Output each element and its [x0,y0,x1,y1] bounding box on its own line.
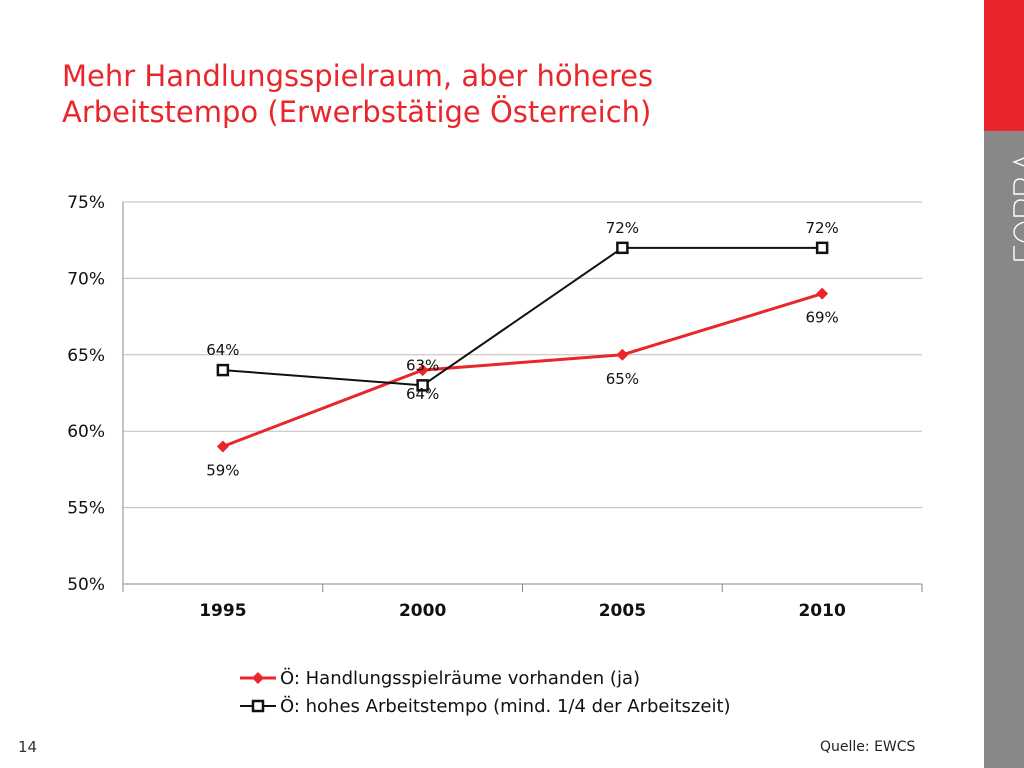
legend-entry-handlungsspielraeume: Ö: Handlungsspielräume vorhanden (ja) [240,664,731,692]
y-tick-label-1: 55% [67,499,105,519]
y-tick-label-3: 65% [67,346,105,366]
series-2-label-2010: 72% [805,219,838,237]
y-tick-label-2: 60% [67,422,105,442]
page-number: 14 [18,738,38,756]
sidebar-red-block [984,0,1024,131]
series-line-2 [222,246,823,387]
legend-red-diamond-icon [240,672,276,684]
series-line-1 [222,292,823,448]
y-tick-label-5: 75% [67,193,105,213]
y-tick-label-4: 70% [67,269,105,289]
chart-legend: Ö: Handlungsspielräume vorhanden (ja) Ö:… [240,664,731,720]
series-1-point-2010 [816,287,829,300]
source-note: Quelle: EWCS [820,739,916,755]
series-2-point-1995 [216,363,230,377]
series-1-label-1995: 59% [206,461,239,479]
series-2-label-2000: 63% [406,356,439,374]
series-2-label-2005: 72% [606,219,639,237]
slide-title: Mehr Handlungsspielraum, aber höheres Ar… [62,58,942,130]
series-1-label-2000: 64% [406,385,439,403]
legend-label-series-2: Ö: hohes Arbeitstempo (mind. 1/4 der Arb… [280,695,731,717]
sidebar-grey-block [984,131,1024,768]
x-tick-label-1995: 1995 [199,601,246,621]
series-1-label-2010: 69% [805,309,838,327]
series-2-point-2000 [416,379,429,392]
slide-title-line-2: Arbeitstempo (Erwerbstätige Österreich) [62,95,652,129]
x-tick-label-2000: 2000 [399,601,446,621]
series-1-point-1995 [216,440,229,453]
legend-black-square-icon [240,699,276,713]
series-2-label-1995: 64% [206,341,239,359]
series-2-point-2010 [815,241,829,255]
x-tick-label-2010: 2010 [798,601,845,621]
series-1-point-2005 [616,348,629,361]
forba-logo [1012,151,1024,261]
y-tick-label-0: 50% [67,575,105,595]
x-tick-label-2005: 2005 [599,601,646,621]
series-2-point-2005 [616,241,629,255]
slide-title-line-1: Mehr Handlungsspielraum, aber höheres [62,59,654,93]
series-1-label-2005: 65% [606,370,639,388]
legend-label-series-1: Ö: Handlungsspielräume vorhanden (ja) [280,667,641,689]
series-1-point-2000 [416,364,429,377]
legend-entry-arbeitstempo: Ö: hohes Arbeitstempo (mind. 1/4 der Arb… [240,692,731,720]
